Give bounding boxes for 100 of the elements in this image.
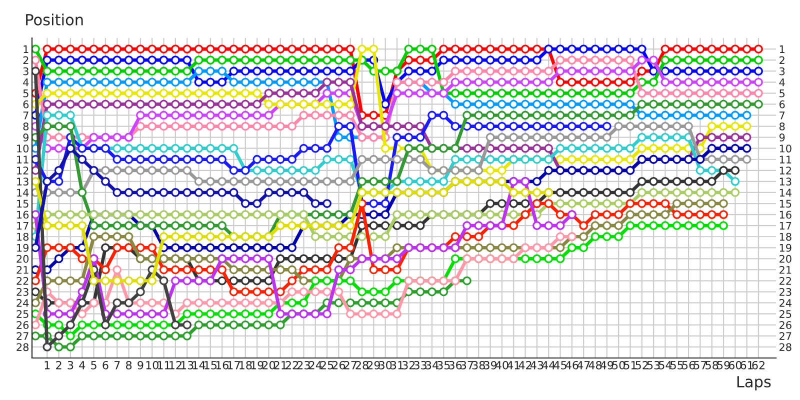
y-tick-label: 8: [23, 122, 29, 130]
y-tick-label: 1: [24, 45, 28, 53]
y-tick-label: 21: [16, 266, 28, 274]
x-tick-label: 22: [286, 360, 298, 370]
y-tick-label: 14: [17, 188, 29, 196]
x-tick-label: 2: [56, 360, 62, 370]
x-tick-label: 17: [228, 361, 240, 370]
y2-tick-label: 24: [780, 299, 792, 307]
x-tick-label: 53: [647, 360, 660, 370]
y2-tick-label: 16: [780, 210, 792, 219]
x-tick-label: 58: [706, 360, 718, 370]
x-tick-label: 24: [309, 360, 322, 370]
x-tick-label: 31: [390, 360, 404, 370]
x-tick-label: 28: [356, 360, 368, 370]
x-tick-label: 23: [297, 360, 310, 370]
x-tick-label: 43: [530, 360, 544, 370]
y2-tick-label: 9: [779, 134, 785, 142]
y2-tick-label: 7: [780, 112, 785, 120]
x-tick-label: 11: [158, 361, 170, 370]
x-tick-label: 48: [588, 360, 602, 370]
x-tick-label: 1: [44, 361, 50, 370]
x-tick-label: 36: [449, 360, 462, 370]
x-tick-label: 14: [192, 361, 206, 370]
y-tick-label: 4: [23, 78, 29, 86]
x-tick-label: 47: [577, 361, 590, 370]
y2-tick-label: 28: [780, 343, 792, 352]
y2-tick-label: 1: [780, 45, 784, 53]
y-tick-label: 7: [23, 112, 28, 120]
y-tick-label: 25: [16, 310, 28, 318]
y-tick-label: 27: [16, 332, 28, 340]
x-tick-label: 8: [126, 360, 132, 370]
x-tick-label: 13: [181, 360, 194, 370]
y2-tick-label: 5: [780, 90, 784, 98]
y-tick-label: 24: [16, 299, 29, 307]
x-tick-label: 30: [379, 360, 392, 370]
y2-tick-label: 18: [780, 232, 792, 241]
x-tick-label: 10: [146, 360, 158, 370]
y2-tick-label: 10: [780, 144, 792, 152]
y-tick-label: 26: [16, 321, 29, 329]
x-tick-label: 7: [114, 361, 120, 370]
x-tick-label: 42: [518, 360, 532, 370]
x-tick-label: 51: [624, 361, 636, 370]
x-tick-label: 25: [320, 360, 334, 370]
x-tick-label: 15: [204, 361, 217, 370]
x-tick-label: 56: [682, 360, 695, 370]
y-tick-label: 12: [17, 166, 28, 174]
x-tick-label: 18: [240, 360, 252, 370]
y2-tick-label: 2: [780, 56, 784, 64]
x-tick-label: 35: [437, 360, 450, 370]
y-tick-label: 10: [17, 144, 29, 152]
x-tick-label: 27: [344, 360, 356, 370]
x-tick-label: 62: [752, 360, 764, 370]
y2-tick-label: 21: [780, 266, 792, 274]
x-tick-label: 16: [216, 360, 228, 370]
y2-tick-label: 4: [779, 78, 785, 86]
x-tick-label: 6: [102, 360, 108, 370]
x-tick-label: 44: [542, 361, 556, 370]
y-tick-label: 18: [17, 232, 29, 241]
x-tick-label: 49: [600, 360, 614, 370]
x-tick-label: 50: [612, 360, 625, 370]
y2-tick-label: 25: [780, 310, 792, 318]
x-axis-title: Laps: [737, 376, 771, 390]
y-axis-title: Position: [26, 14, 83, 26]
x-tick-label: 3: [68, 360, 74, 370]
y-tick-label: 3: [23, 67, 28, 76]
x-tick-label: 9: [138, 360, 144, 370]
x-tick-label: 59: [717, 360, 730, 370]
y2-tick-label: 8: [779, 122, 785, 130]
y2-tick-label: 13: [780, 178, 792, 186]
y2-tick-label: 6: [780, 100, 785, 108]
x-tick-label: 41: [507, 361, 520, 370]
y-tick-label: 13: [17, 178, 28, 186]
x-tick-label: 21: [274, 360, 286, 370]
y2-tick-label: 27: [780, 332, 792, 340]
y-tick-label: 23: [16, 288, 28, 296]
y-tick-label: 17: [17, 222, 28, 230]
y2-tick-label: 3: [780, 67, 785, 76]
x-tick-label: 37: [460, 360, 474, 370]
y2-tick-label: 22: [780, 276, 791, 285]
x-tick-label: 20: [262, 360, 276, 370]
x-tick-label: 38: [472, 360, 485, 370]
y-tick-label: 11: [17, 156, 28, 164]
y-tick-label: 28: [16, 343, 29, 352]
y2-tick-label: 26: [780, 321, 792, 329]
x-tick-label: 39: [484, 360, 497, 370]
y2-tick-label: 11: [780, 156, 792, 164]
y2-tick-label: 15: [780, 200, 792, 208]
x-tick-label: 12: [170, 360, 182, 370]
y2-tick-label: 20: [780, 254, 792, 263]
y2-tick-label: 12: [780, 166, 791, 174]
y2-tick-label: 17: [780, 222, 792, 230]
x-tick-label: 52: [636, 360, 648, 370]
y-tick-label: 22: [16, 276, 28, 285]
y2-tick-label: 14: [780, 188, 792, 196]
y-tick-label: 5: [23, 90, 28, 98]
x-tick-label: 26: [332, 360, 346, 370]
y2-tick-label: 19: [780, 244, 792, 252]
x-tick-label: 55: [670, 361, 683, 370]
x-tick-label: 33: [414, 360, 427, 370]
y-tick-label: 9: [23, 134, 28, 142]
